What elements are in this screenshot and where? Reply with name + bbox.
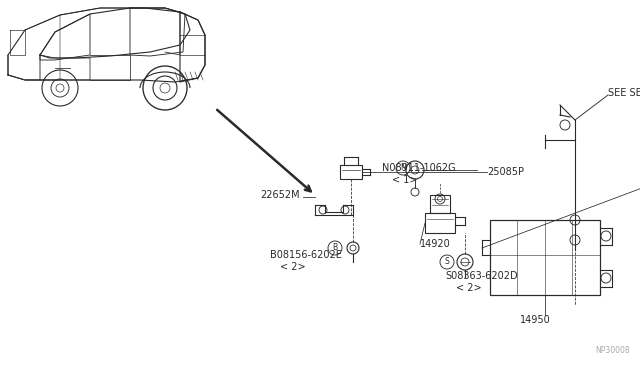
- Text: 22652M: 22652M: [260, 190, 300, 200]
- Text: < 2>: < 2>: [456, 283, 482, 293]
- Text: N08911-1062G: N08911-1062G: [382, 163, 456, 173]
- Text: S: S: [445, 257, 449, 266]
- Text: S08363-6202D: S08363-6202D: [445, 271, 518, 281]
- Text: 25085P: 25085P: [487, 167, 524, 177]
- Text: NP30008: NP30008: [595, 346, 630, 355]
- Bar: [340, 165, 362, 179]
- Text: N: N: [400, 164, 406, 173]
- Text: < 2>: < 2>: [280, 262, 306, 272]
- Text: SEE SEC.747: SEE SEC.747: [608, 88, 640, 98]
- Bar: [490, 220, 600, 295]
- Bar: [430, 195, 450, 213]
- Text: B: B: [332, 244, 337, 253]
- Text: 14920: 14920: [420, 239, 451, 249]
- Bar: [425, 213, 455, 233]
- Text: < 1>: < 1>: [392, 175, 417, 185]
- Text: B08156-6202E: B08156-6202E: [270, 250, 342, 260]
- Text: 14950: 14950: [520, 315, 551, 325]
